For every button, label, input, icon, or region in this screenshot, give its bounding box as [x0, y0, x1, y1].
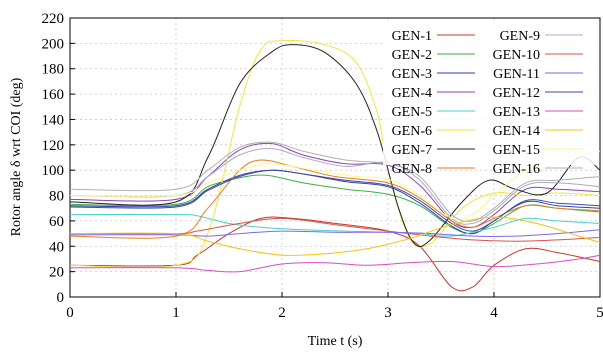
legend-label-gen-6: GEN-6: [392, 124, 432, 139]
legend-label-gen-15: GEN-15: [493, 143, 540, 158]
y-axis-label: Rotor angle δ wrt COI (deg): [9, 77, 24, 236]
legend-label-gen-2: GEN-2: [392, 48, 432, 63]
legend-label-gen-14: GEN-14: [493, 124, 540, 139]
y-tick-label: 0: [57, 290, 65, 306]
y-tick-label: 180: [42, 62, 65, 78]
legend-label-gen-4: GEN-4: [392, 86, 432, 101]
x-tick-label: 2: [278, 305, 286, 321]
series-lines: [69, 40, 601, 292]
y-tick-label: 40: [49, 239, 64, 255]
legend-label-gen-13: GEN-13: [493, 105, 540, 120]
legend-label-gen-11: GEN-11: [493, 67, 540, 82]
legend-label-gen-1: GEN-1: [392, 29, 432, 44]
x-tick-label: 1: [172, 305, 180, 321]
y-tick-label: 120: [42, 138, 65, 154]
legend: GEN-1 GEN-2 GEN-3 GEN-4 GEN-5 GEN-6 GEN-7 GEN-8…: [383, 20, 598, 177]
plot-frame: [69, 17, 601, 298]
x-axis-label: Time t (s): [308, 334, 363, 349]
series-line-gen-10: [69, 217, 601, 242]
y-tick-label: 60: [49, 214, 64, 230]
legend-label-gen-12: GEN-12: [493, 86, 540, 101]
series-line-gen-5: [69, 214, 601, 237]
series-line-gen-8: [69, 159, 601, 239]
legend-label-gen-3: GEN-3: [392, 67, 432, 82]
y-tick-label: 140: [42, 112, 65, 128]
series-line-gen-2: [69, 174, 601, 235]
legend-label-gen-9: GEN-9: [500, 29, 540, 44]
legend-label-gen-10: GEN-10: [493, 48, 540, 63]
x-tick-label: 0: [66, 305, 74, 321]
legend-label-gen-5: GEN-5: [392, 105, 432, 120]
y-tick-label: 100: [42, 163, 65, 179]
series-line-gen-11: [69, 229, 601, 237]
series-line-gen-14: [69, 216, 601, 256]
y-tick-label: 200: [42, 36, 65, 52]
axis-ticks: 0 1 2 3 4 5 0 20 40 60 80 100 120 140 160 180 200 220: [42, 11, 603, 321]
series-line-gen-15: [69, 150, 601, 221]
y-tick-label: 220: [42, 11, 65, 27]
y-tick-label: 20: [49, 265, 64, 281]
x-tick-label: 4: [490, 305, 498, 321]
legend-label-gen-8: GEN-8: [392, 162, 432, 177]
series-line-gen-12: [69, 169, 601, 232]
x-tick-label: 3: [384, 305, 392, 321]
series-line-gen-13: [69, 254, 601, 273]
legend-label-gen-7: GEN-7: [392, 143, 432, 158]
y-tick-label: 80: [49, 189, 64, 205]
x-tick-label: 5: [596, 305, 603, 321]
series-line-gen-3: [69, 169, 601, 235]
series-line-gen-1: [69, 216, 601, 292]
legend-label-gen-16: GEN-16: [493, 162, 540, 177]
y-tick-label: 160: [42, 87, 65, 103]
